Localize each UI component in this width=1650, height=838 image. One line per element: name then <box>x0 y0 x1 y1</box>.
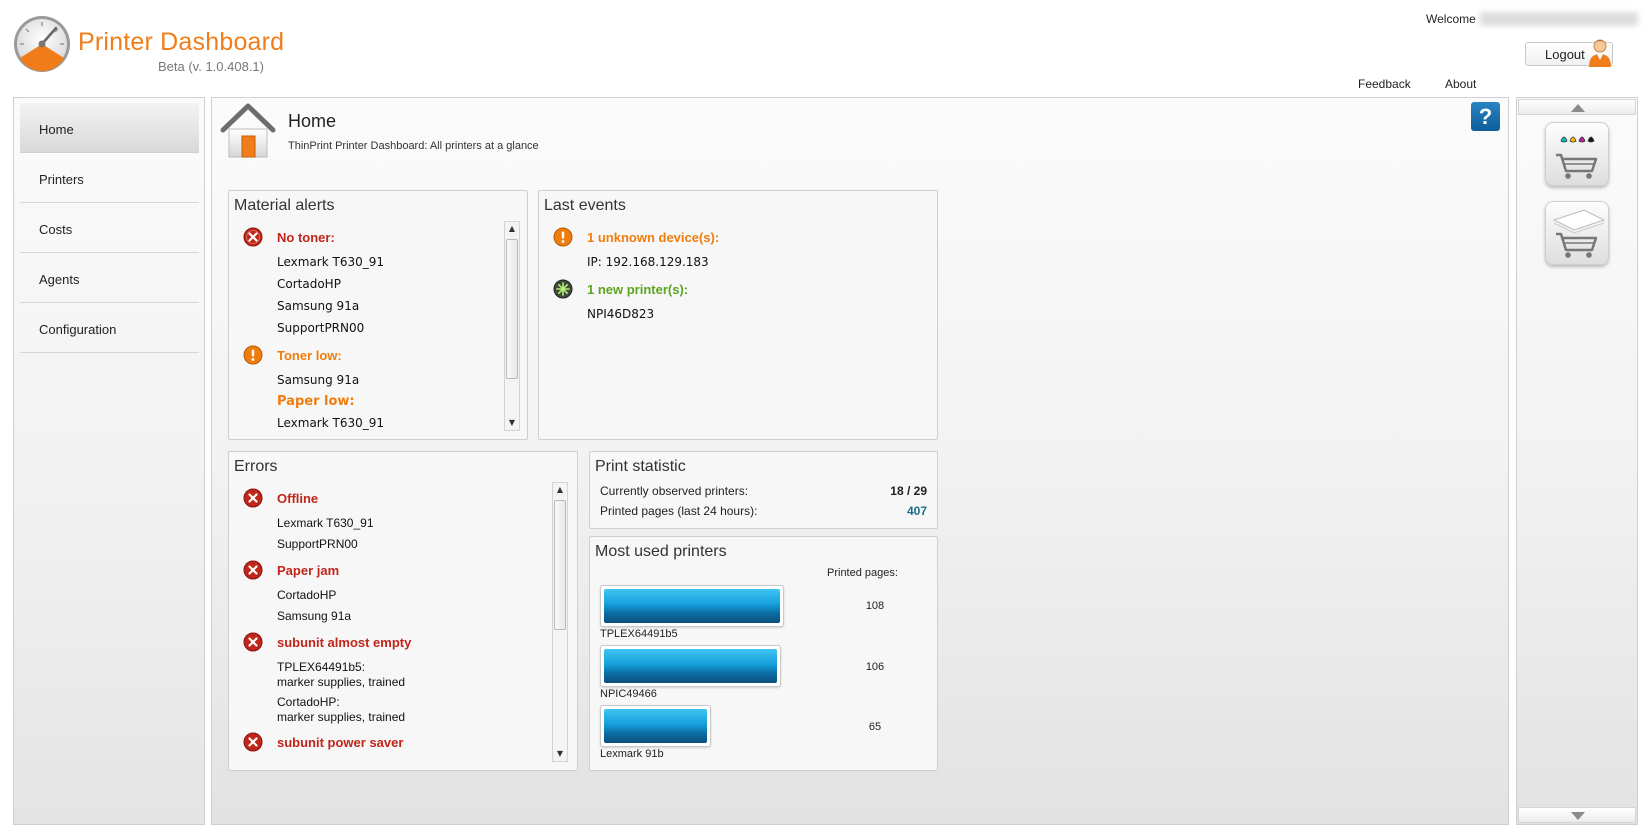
printer-pages-value: 65 <box>868 721 882 733</box>
error-head-subunit-almost-empty: subunit almost empty <box>277 635 412 650</box>
printer-pages-value: 108 <box>865 600 885 612</box>
scroll-thumb[interactable] <box>554 500 566 630</box>
printer-bar[interactable] <box>600 645 781 687</box>
panel-title: Errors <box>234 458 278 475</box>
list-item[interactable]: CortadoHP: <box>277 695 340 709</box>
scroll-up-arrow-icon[interactable]: ▲ <box>556 485 564 494</box>
bar-fill <box>604 709 707 743</box>
printed-pages-label: Printed pages (last 24 hours): <box>600 504 758 518</box>
scroll-up-arrow-icon[interactable]: ▲ <box>508 224 516 233</box>
error-icon <box>243 732 263 752</box>
list-item[interactable]: Lexmark T630_91 <box>277 516 374 530</box>
errors-panel: Errors Offline Lexmark T630_91 SupportPR… <box>228 451 578 771</box>
list-item[interactable]: marker supplies, trained <box>277 675 406 689</box>
printer-name: Lexmark 91b <box>600 748 664 760</box>
feedback-link[interactable]: Feedback <box>1358 77 1411 91</box>
sidebar-item-agents[interactable]: Agents <box>20 253 199 303</box>
error-icon <box>243 632 263 652</box>
material-alerts-panel: Material alerts No toner: Lexmark T630_9… <box>228 190 528 440</box>
sidebar-item-home[interactable]: Home <box>20 103 199 153</box>
printer-name: NPIC49466 <box>600 688 657 700</box>
printer-pages-value: 106 <box>865 661 885 673</box>
panel-title: Most used printers <box>595 543 727 560</box>
panel-title: Last events <box>544 197 626 214</box>
app-title: Printer Dashboard <box>78 28 285 56</box>
welcome-label: Welcome <box>1426 12 1476 26</box>
list-item[interactable]: Samsung 91a <box>277 609 352 623</box>
list-item[interactable]: CortadoHP <box>277 588 337 602</box>
scroll-up-arrow-icon[interactable] <box>1518 99 1636 115</box>
list-item[interactable]: Samsung 91a <box>277 373 360 387</box>
scrollbar[interactable]: ▲ ▼ <box>504 221 520 431</box>
printed-pages-column-label: Printed pages: <box>827 567 898 579</box>
house-icon <box>219 102 277 160</box>
help-button[interactable]: ? <box>1471 102 1500 131</box>
list-item[interactable]: Samsung 91a <box>277 299 360 313</box>
warning-icon <box>243 345 263 365</box>
scroll-thumb[interactable] <box>506 239 518 379</box>
sidebar-nav: Home Printers Costs Agents Configuration <box>13 97 205 825</box>
event-detail[interactable]: NPI46D823 <box>587 307 655 321</box>
user-avatar-icon[interactable] <box>1587 38 1613 68</box>
new-printer-icon <box>553 279 573 299</box>
app-version: Beta (v. 1.0.408.1) <box>158 59 264 74</box>
last-events-panel: Last events 1 unknown device(s): IP: 192… <box>538 190 938 440</box>
error-icon <box>243 488 263 508</box>
list-item[interactable]: marker supplies, trained <box>277 710 406 724</box>
page-subtitle: ThinPrint Printer Dashboard: All printer… <box>288 140 539 152</box>
panel-title: Material alerts <box>234 197 335 214</box>
sidebar-item-printers[interactable]: Printers <box>20 153 199 203</box>
page-title: Home <box>288 111 337 131</box>
printer-name: TPLEX64491b5 <box>600 628 678 640</box>
list-item[interactable]: CortadoHP <box>277 277 341 291</box>
bar-fill <box>604 589 780 623</box>
observed-printers-label: Currently observed printers: <box>600 484 749 498</box>
shop-sidebar <box>1516 97 1638 825</box>
alert-head-toner-low: Toner low: <box>277 348 342 363</box>
list-item[interactable]: TPLEX64491b5: <box>277 660 366 674</box>
most-used-printers-panel: Most used printers Printed pages: 108 TP… <box>589 536 938 771</box>
alert-head-paper-low: Paper low: <box>277 394 355 409</box>
gauge-icon <box>12 14 72 74</box>
event-head-unknown-devices: 1 unknown device(s): <box>587 230 720 245</box>
paper-cart-icon[interactable] <box>1545 201 1609 265</box>
event-detail[interactable]: IP: 192.168.129.183 <box>587 255 709 269</box>
sidebar-item-configuration[interactable]: Configuration <box>20 303 199 353</box>
warning-icon <box>553 227 573 247</box>
toner-cart-icon[interactable] <box>1545 122 1609 186</box>
sidebar-item-costs[interactable]: Costs <box>20 203 199 253</box>
panel-title: Print statistic <box>595 458 686 475</box>
print-statistic-panel: Print statistic Currently observed print… <box>589 451 938 529</box>
error-head-offline: Offline <box>277 491 319 506</box>
about-link[interactable]: About <box>1445 77 1477 91</box>
error-icon <box>243 560 263 580</box>
list-item[interactable]: SupportPRN00 <box>277 537 358 551</box>
welcome-user-redacted <box>1480 12 1638 26</box>
observed-printers-value: 18 / 29 <box>890 484 927 498</box>
list-item[interactable]: SupportPRN00 <box>277 321 365 335</box>
printer-bar[interactable] <box>600 585 784 627</box>
scroll-down-arrow-icon[interactable] <box>1518 807 1636 823</box>
error-head-paper-jam: Paper jam <box>277 563 340 578</box>
list-item[interactable]: Lexmark T630_91 <box>277 416 384 430</box>
list-item[interactable]: Lexmark T630_91 <box>277 255 384 269</box>
bar-fill <box>604 649 777 683</box>
alert-head-no-toner: No toner: <box>277 230 335 245</box>
printed-pages-value[interactable]: 407 <box>906 504 927 518</box>
printer-bar[interactable] <box>600 705 711 747</box>
error-icon <box>243 227 263 247</box>
scrollbar[interactable]: ▲ ▼ <box>552 482 568 762</box>
event-head-new-printers: 1 new printer(s): <box>587 282 689 297</box>
error-head-subunit-power-saver: subunit power saver <box>277 735 404 750</box>
scroll-down-arrow-icon[interactable]: ▼ <box>556 749 564 758</box>
scroll-down-arrow-icon[interactable]: ▼ <box>508 418 516 427</box>
